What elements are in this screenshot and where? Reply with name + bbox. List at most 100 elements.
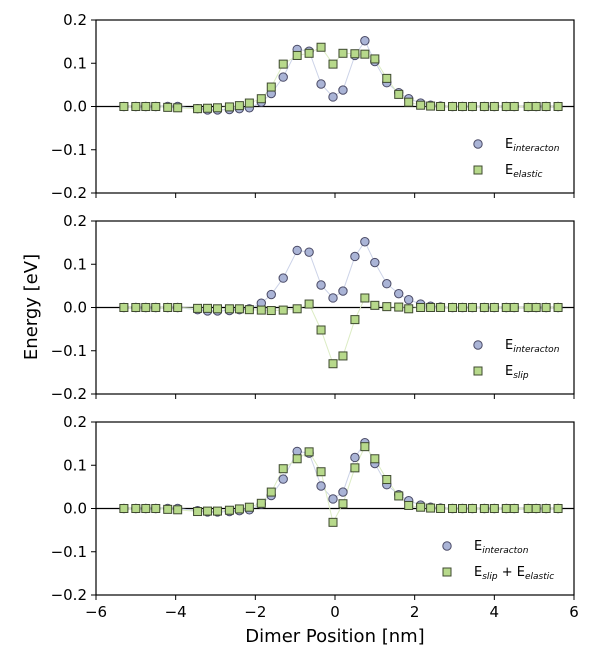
panel-middle: 0.2 0.1 0.0 −0.1 −0.2 Einteracton Eslip [51,212,575,403]
data-point-square [416,502,426,512]
legend-label: Eslip + Eelastic [474,565,554,582]
data-point-square [304,447,314,457]
data-point-square [256,94,266,104]
data-point-square [193,303,203,313]
legend-marker-circle [473,139,483,149]
data-point-square [541,303,551,312]
data-point-square [370,54,380,64]
data-point-square [501,303,511,312]
series-line-1 [123,240,559,312]
data-point-square [404,500,414,510]
data-point-square [119,504,129,513]
data-point-square [457,504,467,513]
data-point-square [141,303,151,312]
data-point-square [541,504,551,513]
data-point-square [316,42,326,52]
data-point-square [203,103,213,113]
data-point-circle [316,280,326,290]
y-tick-label: −0.2 [51,184,87,202]
legend-label: Eelastic [505,163,542,180]
data-point-circle [278,474,288,484]
data-point-square [382,73,392,83]
data-point-square [328,59,338,69]
data-point-square [278,464,288,474]
data-point-square [541,102,551,111]
y-tick-label: −0.2 [51,385,87,403]
x-tick-label: 6 [569,603,579,621]
data-point-square [501,504,511,513]
data-point-circle [338,487,348,497]
data-point-square [266,487,276,497]
data-point-square [316,325,326,335]
data-point-square [553,102,563,111]
data-point-circle [292,245,302,256]
legend: Einteracton Eelastic [473,137,560,180]
data-point-square [394,491,404,501]
data-point-square [131,102,141,111]
data-point-square [131,504,141,513]
data-point-square [163,102,173,112]
data-point-square [292,454,302,464]
data-point-square [350,463,360,473]
x-tick-label: −6 [85,603,107,621]
data-point-square [370,300,380,310]
data-point-square [416,303,426,312]
data-point-square [173,303,183,312]
data-point-circle [360,237,370,247]
data-point-square [338,351,348,361]
data-point-circle [278,273,288,283]
data-point-circle [403,295,414,305]
data-point-square [203,506,213,516]
data-point-square [448,102,458,111]
data-point-circle [328,293,338,303]
data-point-circle [360,36,370,46]
x-tick-label: 0 [330,603,340,621]
legend-label: Einteracton [505,338,560,355]
data-point-square [173,505,183,515]
legend-label: Einteracton [474,539,529,556]
data-point-square [119,303,129,312]
data-point-square [436,504,446,513]
data-point-square [119,102,129,111]
legend-marker-square [442,567,452,577]
y-tick-label: 0.0 [63,299,87,317]
data-point-square [151,504,161,513]
data-point-circle [316,79,326,89]
data-point-square [467,504,477,513]
data-point-square [523,303,533,312]
data-point-square [509,504,519,513]
data-point-square [489,102,499,111]
series-line-2 [123,297,559,365]
y-tick-label: 0.2 [63,212,87,230]
data-point-square [394,302,404,312]
data-point-square [338,499,348,509]
x-tick-label: 2 [410,603,420,621]
data-point-square [304,299,314,309]
data-point-square [141,504,151,513]
data-point-square [509,102,519,111]
data-point-square [360,442,370,452]
data-point-square [531,102,541,111]
series-line-2 [123,445,559,524]
data-point-square [224,304,234,314]
data-point-square [436,102,446,111]
data-point-circle [316,481,326,491]
y-tick-label: 0.0 [63,98,87,116]
data-point-square [256,305,266,315]
data-point-square [234,304,244,314]
data-point-square [163,303,173,312]
data-point-square [278,59,288,69]
data-point-square [193,104,203,114]
y-tick-label: −0.1 [51,543,87,561]
data-point-square [426,503,436,513]
data-point-circle [350,452,360,463]
data-point-square [224,505,234,515]
data-point-square [212,304,222,314]
data-point-square [531,504,541,513]
data-point-square [382,475,392,485]
legend: Einteracton Eslip [473,338,560,381]
panels: 0.20.10.0−0.1−0.2EinteractonEelastic0.20… [51,11,579,621]
data-point-square [523,504,533,513]
data-point-square [531,303,541,312]
